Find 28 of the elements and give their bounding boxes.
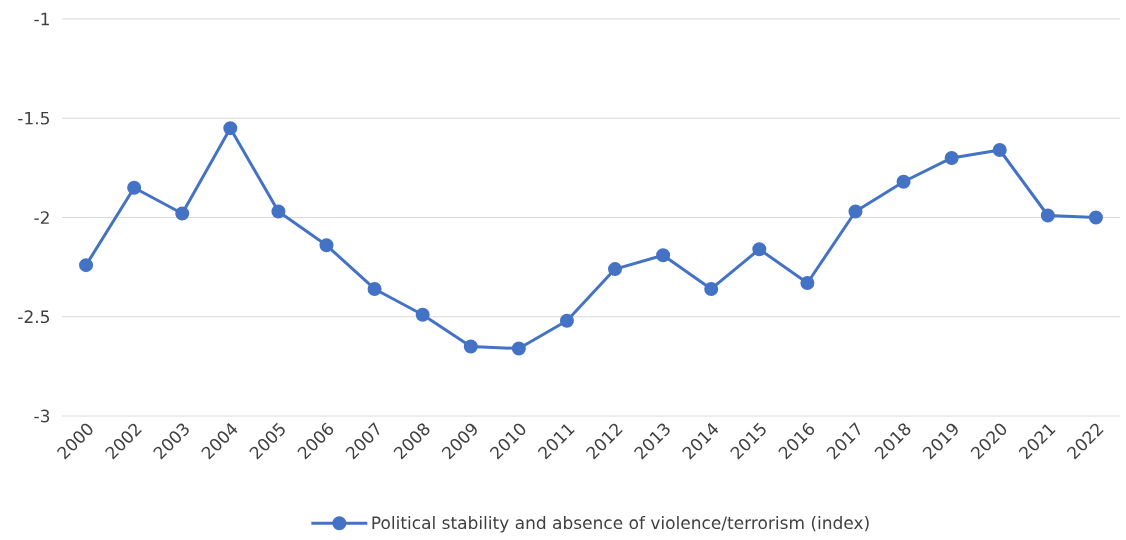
point bbox=[704, 281, 719, 296]
point bbox=[608, 262, 623, 277]
point bbox=[944, 150, 959, 165]
y-tick-label: -1 bbox=[34, 12, 49, 26]
point bbox=[175, 206, 190, 221]
point bbox=[1088, 210, 1103, 225]
point bbox=[463, 339, 478, 354]
point bbox=[992, 143, 1007, 157]
point bbox=[319, 238, 334, 253]
legend-label: Political stability and absence of violence/terrorism (index) bbox=[372, 515, 869, 533]
point bbox=[271, 204, 286, 219]
y-tick-label: -2.5 bbox=[18, 310, 49, 324]
point bbox=[415, 307, 430, 322]
point bbox=[752, 242, 767, 257]
y-tick-label: -1.5 bbox=[18, 111, 49, 125]
point bbox=[223, 121, 238, 136]
point bbox=[127, 180, 142, 195]
point bbox=[656, 248, 671, 263]
point bbox=[896, 174, 911, 189]
point bbox=[1040, 208, 1055, 223]
point bbox=[79, 258, 94, 273]
point bbox=[367, 281, 382, 296]
y-tick-label: -3 bbox=[34, 409, 50, 423]
point bbox=[511, 341, 526, 356]
point bbox=[559, 313, 574, 328]
y-tick-label: -2 bbox=[34, 211, 49, 224]
point bbox=[848, 204, 863, 219]
point bbox=[800, 275, 815, 290]
